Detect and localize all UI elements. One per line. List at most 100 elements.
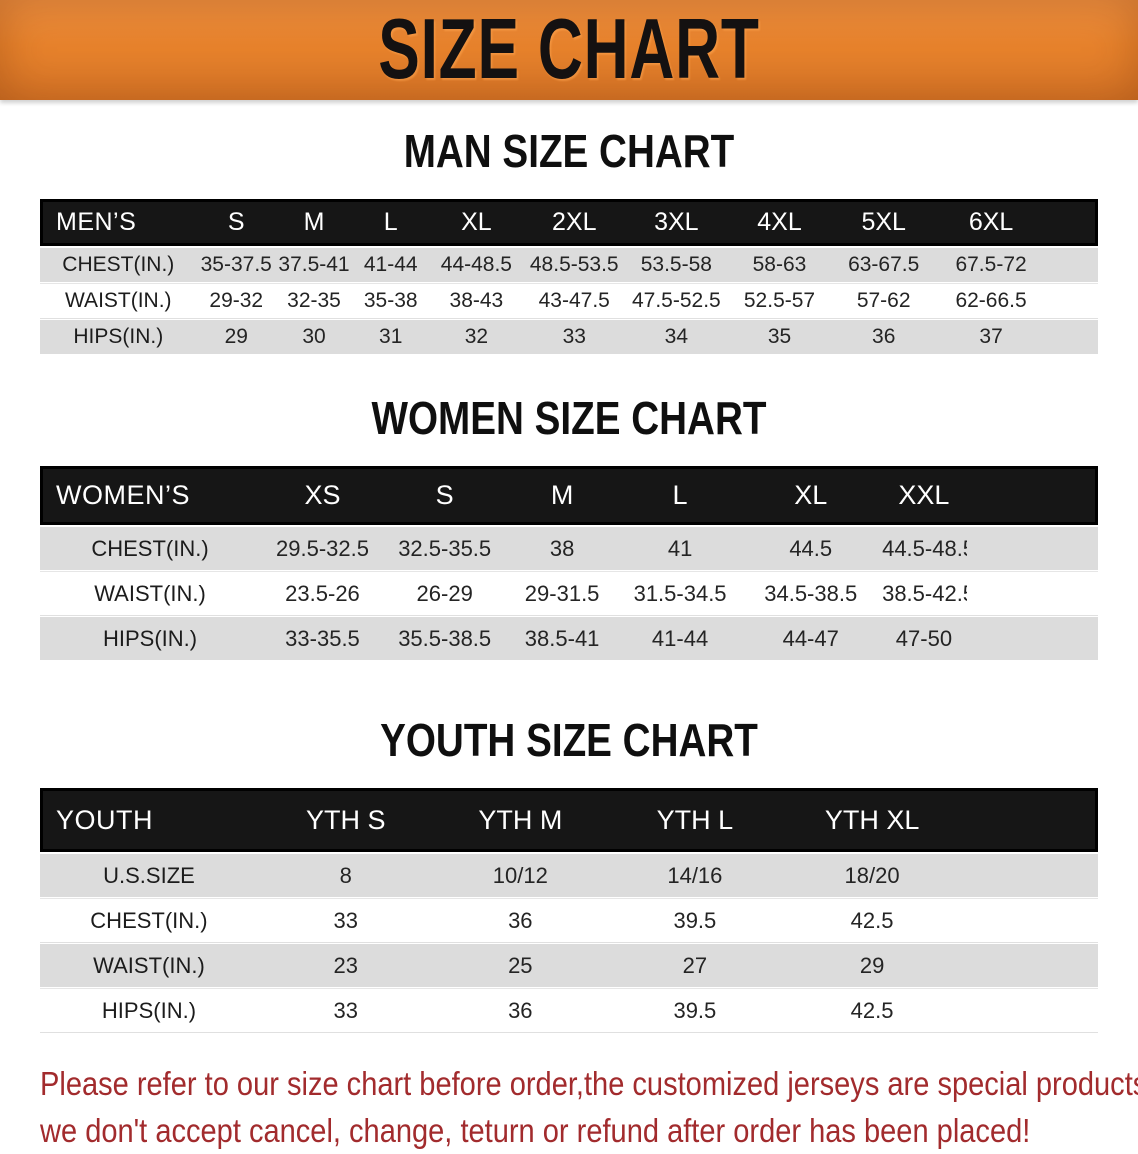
column-header: YTH S — [257, 788, 434, 852]
row-label-cell: WAIST(IN.) — [40, 572, 261, 615]
size-value-cell: 35-37.5 — [196, 248, 276, 282]
blank-cell — [966, 527, 1098, 570]
section-women: WOMEN SIZE CHART WOMEN’S XS S M L XL XXL CHEST(I… — [40, 392, 1098, 662]
size-value-cell: 41-44 — [352, 248, 430, 282]
column-header: 3XL — [625, 199, 728, 246]
table-row: WAIST(IN.) 29-32 32-35 35-38 38-43 43-47.5 47.… — [40, 284, 1098, 318]
table-row: HIPS(IN.) 29 30 31 32 33 34 35 36 37 — [40, 320, 1098, 354]
column-header: 5XL — [831, 199, 937, 246]
size-value-cell: 37 — [936, 320, 1047, 354]
blank-cell — [961, 989, 1098, 1032]
row-label-cell: WAIST(IN.) — [40, 944, 258, 987]
column-header: M — [504, 466, 620, 525]
size-value-cell: 38.5-42.5 — [881, 572, 967, 615]
column-header-blank — [1046, 199, 1098, 246]
size-value-cell: 26-29 — [384, 572, 505, 615]
size-value-cell: 44-48.5 — [429, 248, 524, 282]
size-value-cell: 30 — [275, 320, 353, 354]
blank-cell — [966, 572, 1098, 615]
table-row: WAIST(IN.) 23 25 27 29 — [40, 944, 1098, 987]
table-title: YOUTH — [40, 788, 258, 852]
size-value-cell: 44-47 — [740, 617, 882, 660]
column-header: XL — [429, 199, 524, 246]
column-header: 4XL — [727, 199, 832, 246]
size-value-cell: 38.5-41 — [504, 617, 620, 660]
size-value-cell: 23 — [257, 944, 434, 987]
size-value-cell: 32 — [429, 320, 524, 354]
blank-cell — [1046, 284, 1098, 318]
column-header: YTH L — [607, 788, 783, 852]
size-value-cell: 67.5-72 — [936, 248, 1047, 282]
table-row: HIPS(IN.) 33-35.5 35.5-38.5 38.5-41 41-44 44-… — [40, 617, 1098, 660]
size-value-cell: 42.5 — [782, 989, 962, 1032]
section-youth: YOUTH SIZE CHART YOUTH YTH S YTH M YTH L YTH … — [40, 714, 1098, 1034]
column-header: XS — [260, 466, 385, 525]
size-value-cell: 25 — [433, 944, 608, 987]
size-value-cell: 27 — [607, 944, 783, 987]
size-value-cell: 36 — [831, 320, 937, 354]
size-value-cell: 32-35 — [275, 284, 353, 318]
size-value-cell: 32.5-35.5 — [384, 527, 505, 570]
size-value-cell: 33-35.5 — [260, 617, 385, 660]
column-header-blank — [961, 788, 1098, 852]
row-label-cell: U.S.SIZE — [40, 854, 258, 897]
size-value-cell: 35-38 — [352, 284, 430, 318]
section-heading: MAN SIZE CHART — [403, 125, 735, 177]
row-label-cell: CHEST(IN.) — [40, 899, 258, 942]
blank-cell — [961, 944, 1098, 987]
size-value-cell: 47-50 — [881, 617, 967, 660]
size-value-cell: 36 — [433, 899, 608, 942]
size-value-cell: 35.5-38.5 — [384, 617, 505, 660]
size-value-cell: 18/20 — [782, 854, 962, 897]
table-title: WOMEN’S — [40, 466, 261, 525]
size-value-cell: 57-62 — [831, 284, 937, 318]
size-value-cell: 38-43 — [429, 284, 524, 318]
blank-cell — [1046, 248, 1098, 282]
size-value-cell: 48.5-53.5 — [523, 248, 626, 282]
size-value-cell: 35 — [727, 320, 832, 354]
row-label-cell: CHEST(IN.) — [40, 248, 197, 282]
size-value-cell: 29.5-32.5 — [260, 527, 385, 570]
size-value-cell: 23.5-26 — [260, 572, 385, 615]
size-value-cell: 53.5-58 — [625, 248, 728, 282]
blank-cell — [961, 854, 1098, 897]
size-value-cell: 39.5 — [607, 989, 783, 1032]
size-value-cell: 31 — [352, 320, 430, 354]
column-header: M — [275, 199, 353, 246]
size-value-cell: 33 — [257, 899, 434, 942]
size-value-cell: 42.5 — [782, 899, 962, 942]
size-value-cell: 41 — [619, 527, 741, 570]
size-value-cell: 34 — [625, 320, 728, 354]
column-header-blank — [966, 466, 1098, 525]
row-label-cell: HIPS(IN.) — [40, 617, 261, 660]
size-value-cell: 39.5 — [607, 899, 783, 942]
column-header: XL — [740, 466, 882, 525]
row-label-cell: WAIST(IN.) — [40, 284, 197, 318]
column-header: S — [384, 466, 505, 525]
size-table: MEN’S S M L XL 2XL 3XL 4XL 5XL 6XL CHEST(IN.) 35-37… — [40, 197, 1098, 356]
size-value-cell: 41-44 — [619, 617, 741, 660]
banner-title: SIZE CHART — [378, 2, 760, 97]
table-header-row: YOUTH YTH S YTH M YTH L YTH XL — [40, 788, 1098, 852]
column-header: L — [352, 199, 430, 246]
table-row: CHEST(IN.) 35-37.5 37.5-41 41-44 44-48.5 48.5… — [40, 248, 1098, 282]
size-value-cell: 36 — [433, 989, 608, 1032]
column-header: 2XL — [523, 199, 626, 246]
disclaimer-line-2: we don't accept cancel, change, teturn o… — [40, 1112, 1031, 1149]
blank-cell — [966, 617, 1098, 660]
size-value-cell: 63-67.5 — [831, 248, 937, 282]
section-men: MAN SIZE CHART MEN’S S M L XL 2XL 3XL 4XL 5XL 6XL C… — [40, 125, 1098, 356]
size-value-cell: 29 — [196, 320, 276, 354]
size-value-cell: 33 — [257, 989, 434, 1032]
section-heading: WOMEN SIZE CHART — [371, 392, 767, 444]
size-value-cell: 29-31.5 — [504, 572, 620, 615]
size-value-cell: 14/16 — [607, 854, 783, 897]
table-header-row: WOMEN’S XS S M L XL XXL — [40, 466, 1098, 525]
size-value-cell: 62-66.5 — [936, 284, 1047, 318]
size-table: WOMEN’S XS S M L XL XXL CHEST(IN.) 29.5-32.5 32.5… — [40, 464, 1098, 662]
size-value-cell: 31.5-34.5 — [619, 572, 741, 615]
disclaimer-line-1: Please refer to our size chart before or… — [40, 1065, 1138, 1102]
size-value-cell: 8 — [257, 854, 434, 897]
disclaimer: Please refer to our size chart before or… — [40, 1060, 1138, 1154]
